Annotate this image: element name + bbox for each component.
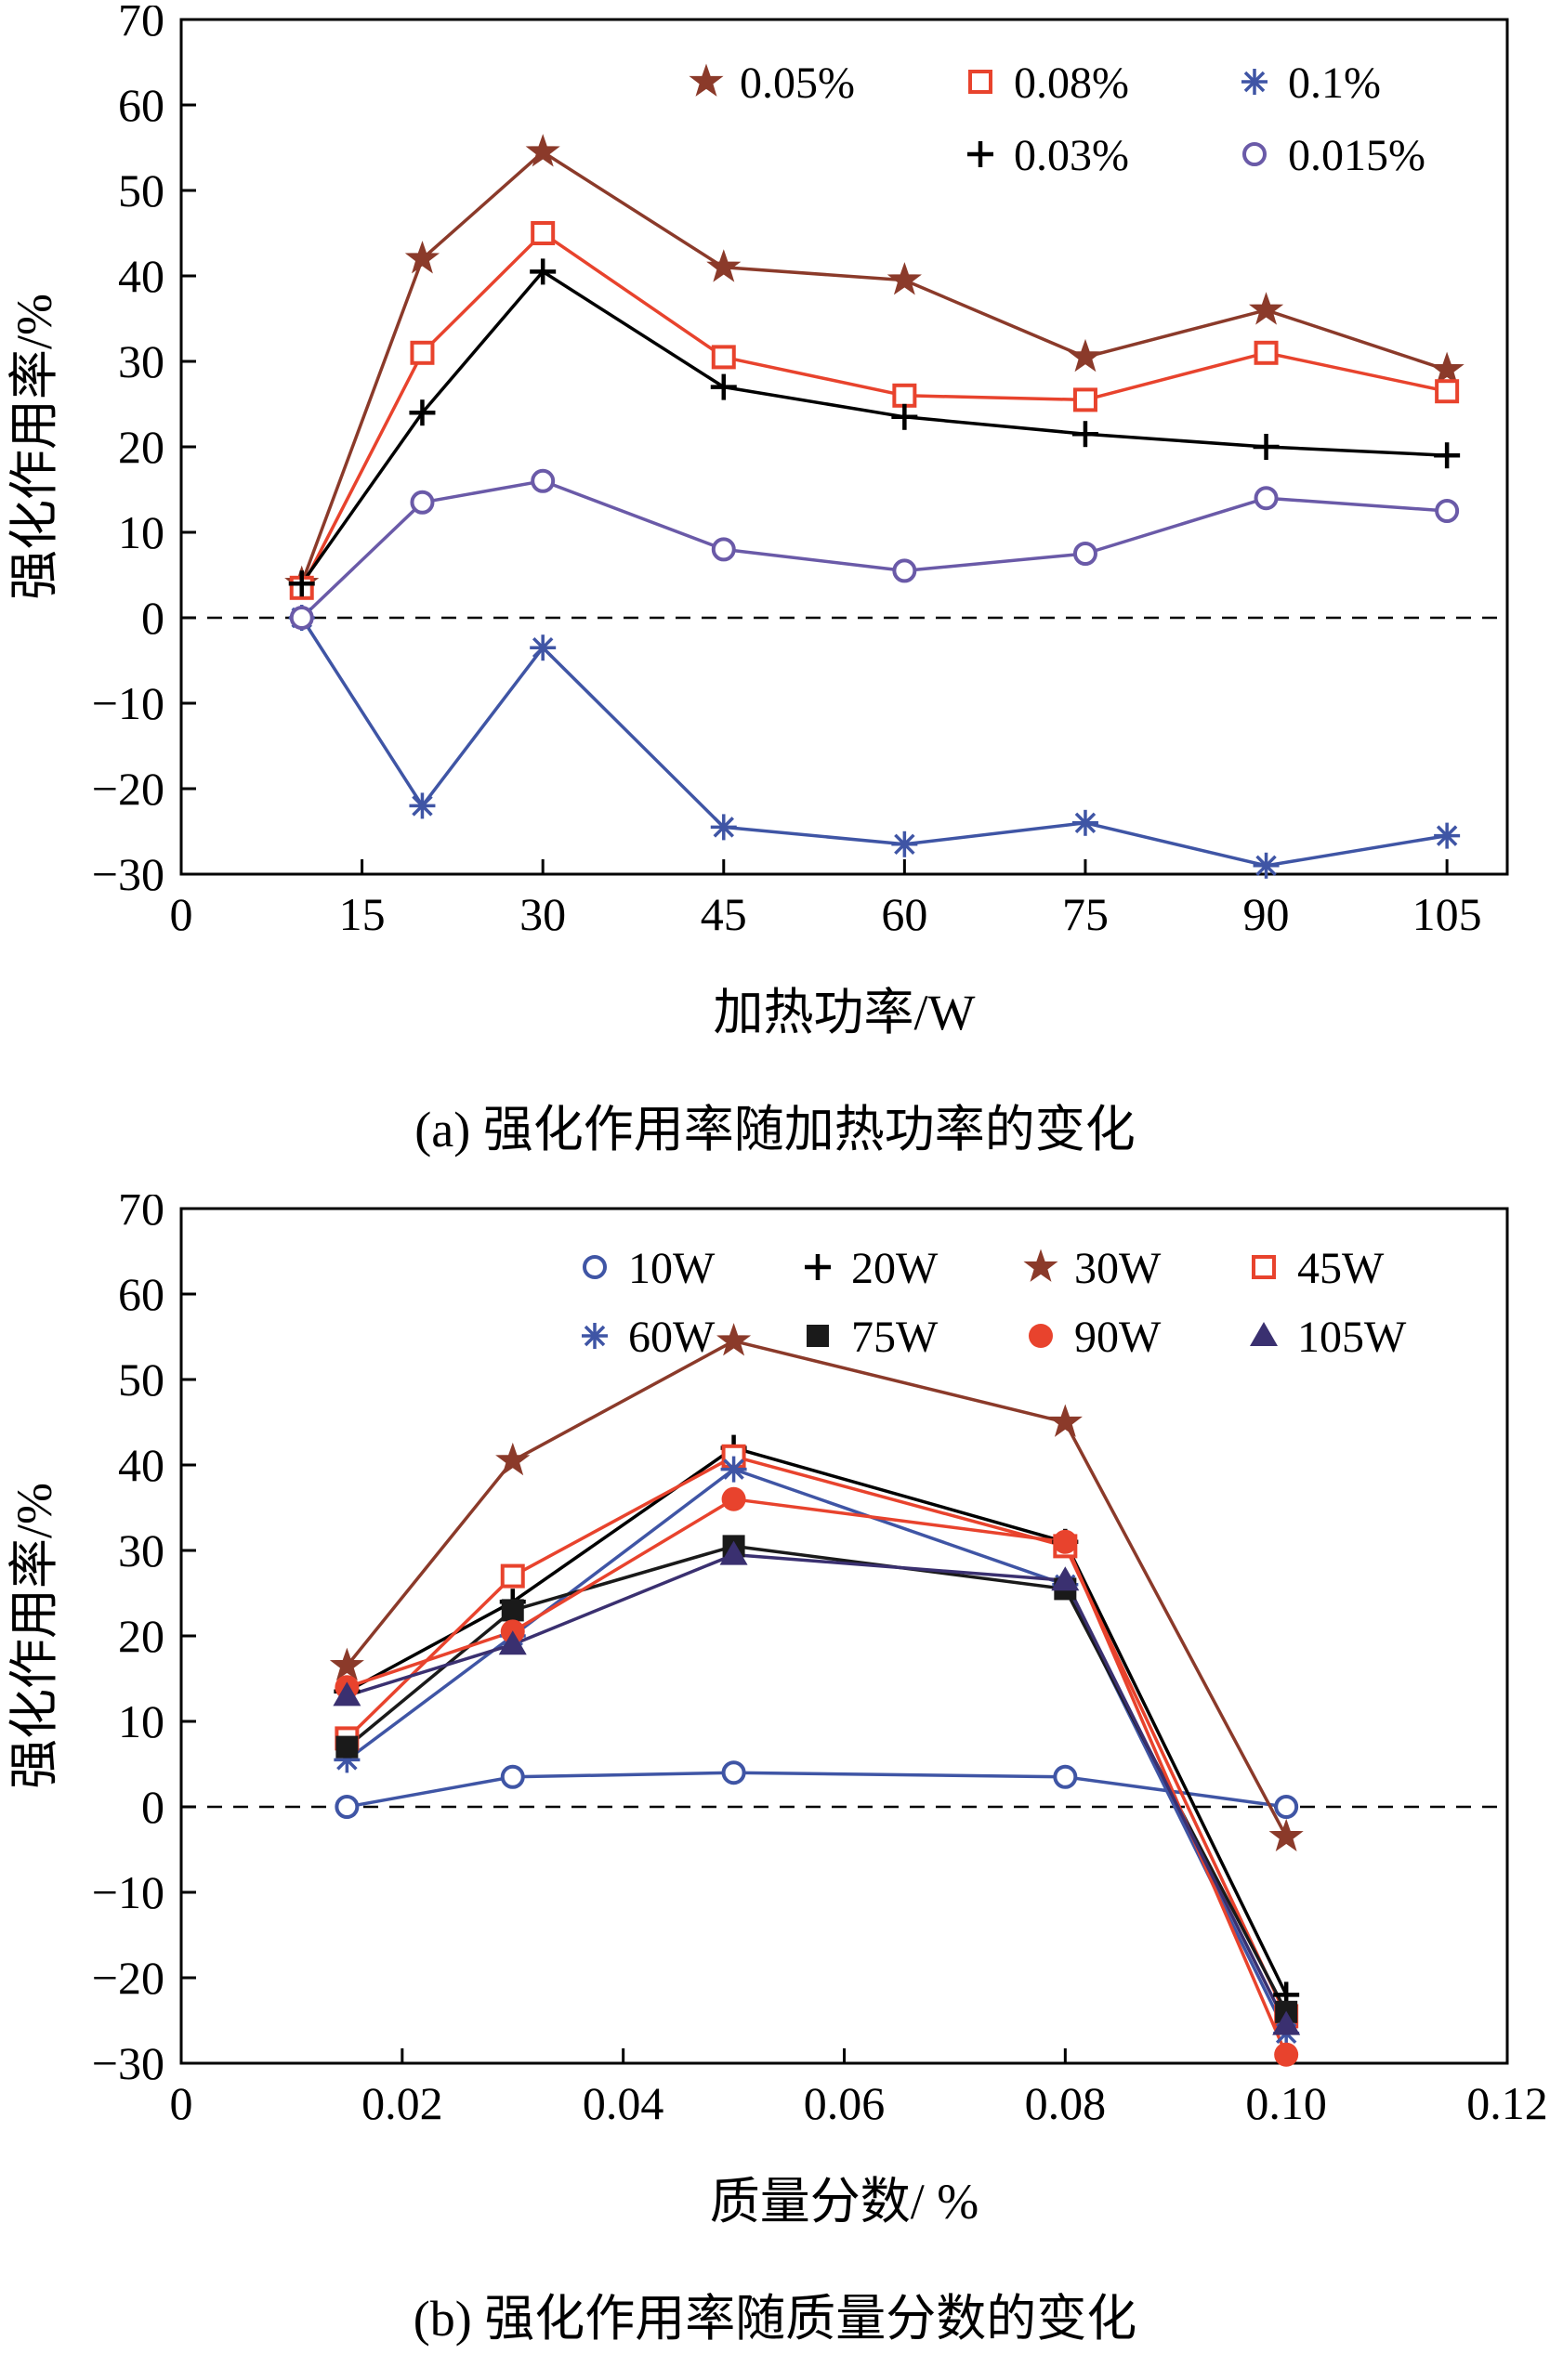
- x-tick-label: 105: [1412, 888, 1482, 940]
- x-tick-label: 0.04: [583, 2077, 664, 2129]
- series-markers-105W: [333, 1540, 1301, 2035]
- series-line-0.015%: [300, 479, 1448, 620]
- x-tick-label: 75: [1062, 888, 1109, 940]
- y-tick-label: 0: [141, 1781, 164, 1833]
- x-tick-label: 45: [701, 888, 747, 940]
- series-markers-0.015%: [289, 468, 1460, 630]
- y-tick-label: 10: [118, 506, 164, 558]
- y-tick-label: 20: [118, 1610, 164, 1662]
- legend-label: 45W: [1297, 1244, 1385, 1293]
- series-line-45W: [346, 1455, 1288, 2018]
- x-tick-label: 0.06: [804, 2077, 886, 2129]
- y-tick-label: −20: [92, 763, 164, 815]
- x-tick-label: 0.08: [1025, 2077, 1107, 2129]
- series-line-0.05%: [300, 150, 1448, 584]
- y-tick-label: −30: [92, 848, 164, 900]
- y-axis-title: 强化作用率/%: [7, 1483, 62, 1789]
- y-tick-label: −10: [92, 677, 164, 729]
- series-line-105W: [346, 1552, 1288, 2026]
- series-markers-10W: [335, 1760, 1299, 1819]
- chart-b: 0 0.02 0.04 0.06 0.08 0.10 0.12 −30 −20 −10 0 10 20 3…: [7, 1195, 1548, 2230]
- legend-label: 0.08%: [1014, 59, 1129, 108]
- series-line-30W: [346, 1339, 1288, 1838]
- series-markers-90W: [335, 1486, 1299, 2067]
- x-axis-title: 质量分数/ %: [710, 2174, 979, 2230]
- series-line-0.08%: [300, 231, 1448, 589]
- series-markers-0.1%: [288, 605, 1461, 879]
- legend-label: 0.1%: [1288, 59, 1381, 108]
- legend-label: 10W: [628, 1244, 716, 1293]
- legend-label: 0.03%: [1014, 131, 1129, 180]
- series-markers-0.03%: [288, 258, 1461, 597]
- x-tick-label: 30: [519, 888, 566, 940]
- x-axis-title: 加热功率/W: [714, 985, 976, 1040]
- figure-a: 0 15 30 45 60 75 90 105 −30 −20 −10 0 10 20 30 40 50 60 70…: [0, 6, 1550, 1163]
- legend-label: 105W: [1297, 1313, 1407, 1362]
- x-tick-label: 0.12: [1466, 2077, 1548, 2129]
- series-line-0.1%: [300, 617, 1448, 868]
- series-line-90W: [346, 1497, 1288, 2056]
- y-tick-label: 40: [118, 250, 164, 302]
- y-tick-label: 60: [118, 79, 164, 131]
- y-tick-label: 70: [118, 1195, 164, 1235]
- x-tick-label: 90: [1243, 888, 1290, 940]
- y-tick-label: 30: [118, 335, 164, 387]
- series-line-0.03%: [300, 269, 1448, 585]
- legend: 0.05% 0.08% 0.1% 0.03% 0.015%: [689, 59, 1425, 180]
- x-tick-label: 0: [170, 2077, 193, 2129]
- legend-label: 60W: [628, 1313, 716, 1362]
- x-tick-label: 0.10: [1245, 2077, 1327, 2129]
- caption-a: (a) 强化作用率随加热功率的变化: [414, 1102, 1136, 1157]
- y-tick-label: 20: [118, 421, 164, 473]
- legend: 10W 20W 30W 45W 60W 75W 90W 105W: [582, 1244, 1407, 1362]
- y-tick-label: 60: [118, 1268, 164, 1320]
- series-line-20W: [346, 1445, 1288, 1996]
- axes: 0 15 30 45 60 75 90 105 −30 −20 −10 0 10 20 30 40 50 60 70: [92, 6, 1509, 940]
- chart-a: 0 15 30 45 60 75 90 105 −30 −20 −10 0 10 20 30 40 50 60 70…: [7, 6, 1509, 1040]
- legend-label: 0.015%: [1288, 131, 1425, 180]
- legend-label: 0.05%: [740, 59, 855, 108]
- caption-b: (b) 强化作用率随质量分数的变化: [413, 2291, 1137, 2347]
- x-tick-label: 60: [881, 888, 927, 940]
- x-tick-label: 0: [170, 888, 193, 940]
- y-tick-label: 50: [118, 164, 164, 216]
- y-tick-label: 40: [118, 1439, 164, 1491]
- series-line-60W: [346, 1467, 1288, 2034]
- series-markers-30W: [329, 1323, 1304, 1852]
- y-axis-title: 强化作用率/%: [7, 294, 62, 600]
- x-tick-label: 0.02: [361, 2077, 443, 2129]
- legend-label: 30W: [1074, 1244, 1162, 1293]
- y-tick-label: −30: [92, 2037, 164, 2089]
- series-markers-45W: [335, 1444, 1299, 2029]
- legend-label: 90W: [1074, 1313, 1162, 1362]
- y-tick-label: 50: [118, 1353, 164, 1406]
- y-tick-label: −10: [92, 1866, 164, 1918]
- legend-label: 75W: [851, 1313, 939, 1362]
- y-tick-label: −20: [92, 1952, 164, 2004]
- x-tick-label: 15: [339, 888, 386, 940]
- series-line-10W: [347, 1771, 1287, 1809]
- legend-label: 20W: [851, 1244, 939, 1293]
- y-tick-label: 30: [118, 1524, 164, 1576]
- figure-b: 0 0.02 0.04 0.06 0.08 0.10 0.12 −30 −20 −10 0 10 20 3…: [0, 1195, 1550, 2352]
- y-tick-label: 70: [118, 6, 164, 46]
- y-tick-label: 0: [141, 592, 164, 644]
- y-tick-label: 10: [118, 1695, 164, 1747]
- axes: 0 0.02 0.04 0.06 0.08 0.10 0.12 −30 −20 −10 0 10 20 3…: [92, 1195, 1548, 2129]
